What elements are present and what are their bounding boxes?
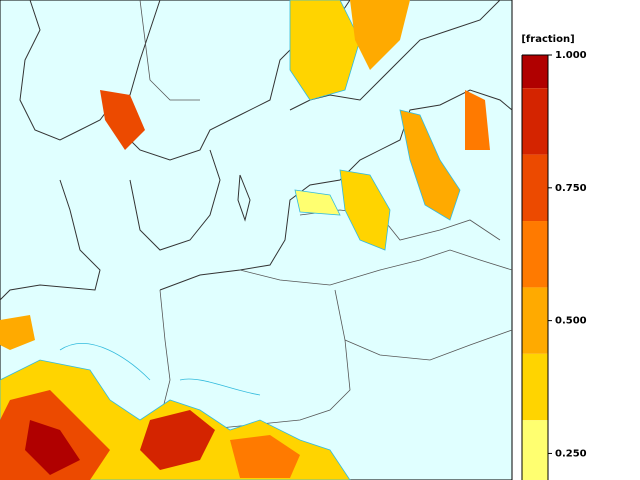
contour: [59, 343, 261, 396]
colorbar-tick-label: 0.750: [555, 183, 587, 194]
field-patch: [465, 90, 490, 150]
border: [344, 329, 513, 361]
coastline: [159, 89, 513, 291]
field-patches: [0, 0, 490, 480]
border: [299, 209, 501, 241]
colorbar-bin: [522, 420, 548, 480]
border: [239, 249, 513, 286]
coastline: [129, 149, 221, 251]
coastline: [0, 179, 101, 301]
border: [139, 0, 200, 101]
field-patch: [100, 90, 145, 150]
colorbar-bin: [522, 353, 548, 421]
colorbar-unit: [fraction]: [521, 34, 574, 45]
colorbar-tick-label: 1.000: [555, 50, 587, 61]
coastline: [19, 0, 161, 141]
field-patch: [399, 109, 461, 221]
field-patch: [25, 420, 80, 475]
map-panel: [0, 0, 513, 480]
field-patch: [230, 435, 300, 478]
field-patch: [339, 169, 391, 251]
colorbar-bin: [522, 221, 548, 288]
colorbar-bin: [522, 88, 548, 155]
colorbar-bin: [522, 287, 548, 354]
colorbar-bin: [522, 55, 548, 89]
field-patch: [289, 0, 361, 101]
colorbar-tick-label: 0.500: [555, 316, 587, 327]
field-patch: [140, 410, 215, 470]
colorbar-bin: [522, 154, 548, 222]
field-patch: [0, 315, 35, 350]
coastline: [237, 174, 251, 222]
field-patch: [294, 189, 341, 216]
colorbar-tick-label: 0.250: [555, 448, 587, 459]
colorbar: [fraction] 1.000 0.750 0.500 0.250: [521, 34, 587, 480]
field-patch: [350, 0, 410, 70]
